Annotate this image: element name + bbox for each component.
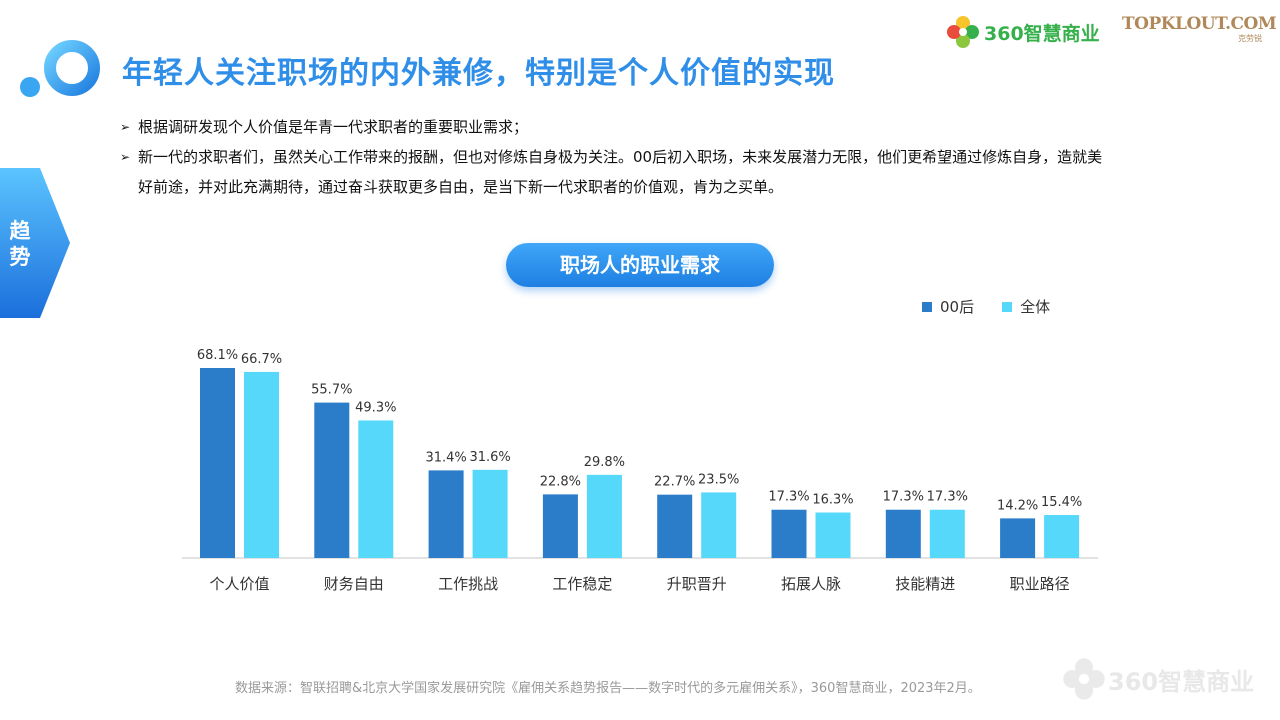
topklout-main-text: TOPKLOUT.COM xyxy=(1122,14,1277,34)
bar-quanti xyxy=(1044,515,1080,558)
data-label: 17.3% xyxy=(883,490,924,505)
bar-00hou xyxy=(542,494,578,558)
legend-label-00hou: 00后 xyxy=(940,298,975,316)
category-label: 财务自由 xyxy=(324,575,384,593)
data-label: 16.3% xyxy=(812,493,853,508)
topklout-sub-text: 克劳锐 xyxy=(1238,34,1262,43)
bullet-text: 新一代的求职者们，虽然关心工作带来的报酬，但也对修炼自身极为关注。00后初入职场… xyxy=(138,148,1103,196)
category-label: 工作稳定 xyxy=(552,575,612,593)
data-label: 49.3% xyxy=(355,400,396,415)
page-title: 年轻人关注职场的内外兼修，特别是个人价值的实现 xyxy=(122,56,835,91)
legend-swatch-quanti xyxy=(1002,301,1013,312)
data-label: 23.5% xyxy=(698,472,739,487)
legend-label-quanti: 全体 xyxy=(1020,298,1051,316)
bar-quanti xyxy=(472,469,508,558)
data-label: 14.2% xyxy=(997,498,1038,513)
category-label: 技能精进 xyxy=(895,575,955,593)
bullet-item: ➢ 根据调研发现个人价值是年青一代求职者的重要职业需求； xyxy=(120,112,1110,142)
arrow-bullet-icon: ➢ xyxy=(120,120,131,134)
flower-icon xyxy=(947,16,979,48)
data-source-note: 数据来源：智联招聘&北京大学国家发展研究院《雇佣关系趋势报告——数字时代的多元雇… xyxy=(235,681,981,696)
category-label: 拓展人脉 xyxy=(781,575,841,593)
data-label: 15.4% xyxy=(1041,495,1082,510)
watermark-360: 360智慧商业 xyxy=(1062,654,1254,704)
bar-00hou xyxy=(428,470,464,558)
brand-360-text: 360智慧商业 xyxy=(984,22,1100,45)
data-label: 17.3% xyxy=(927,490,968,505)
data-label: 22.8% xyxy=(540,474,581,489)
bar-quanti xyxy=(244,371,279,558)
bullet-item: ➢ 新一代的求职者们，虽然关心工作带来的报酬，但也对修炼自身极为关注。00后初入… xyxy=(120,142,1110,202)
chart-title-pill: 职场人的职业需求 xyxy=(506,243,774,287)
category-label: 职业路径 xyxy=(1010,575,1070,593)
data-label: 17.3% xyxy=(768,490,809,505)
data-label: 66.7% xyxy=(241,352,282,367)
bar-00hou xyxy=(885,509,921,558)
bar-quanti xyxy=(929,509,965,558)
bar-00hou xyxy=(314,402,350,558)
side-tab: 趋势 xyxy=(0,168,72,318)
bar-quanti xyxy=(701,492,737,558)
data-label: 31.6% xyxy=(469,450,510,465)
arrow-bullet-icon: ➢ xyxy=(120,150,131,164)
bullet-text: 根据调研发现个人价值是年青一代求职者的重要职业需求； xyxy=(138,118,529,136)
legend-item-quanti: 全体 xyxy=(1002,296,1050,317)
side-tab-label: 趋势 xyxy=(9,219,31,269)
legend-swatch-00hou xyxy=(922,301,932,312)
bullet-list: ➢ 根据调研发现个人价值是年青一代求职者的重要职业需求； ➢ 新一代的求职者们，… xyxy=(120,112,1110,202)
bar-00hou xyxy=(1000,518,1036,558)
brand-360-logo: 360智慧商业 xyxy=(946,14,1100,50)
side-tab-arrow-shape xyxy=(0,168,70,318)
data-label: 31.4% xyxy=(425,450,466,465)
legend-item-00hou: 00后 xyxy=(922,296,974,317)
chart-legend: 00后 全体 xyxy=(922,296,1078,317)
data-label: 55.7% xyxy=(311,383,352,398)
data-label: 22.7% xyxy=(654,475,695,490)
corner-logo-icon xyxy=(20,40,100,97)
watermark-text: 360智慧商业 xyxy=(1108,667,1255,696)
bar-quanti xyxy=(815,512,851,558)
topklout-logo: TOPKLOUT.COM 克劳锐 xyxy=(1122,14,1277,44)
category-label: 工作挑战 xyxy=(438,575,498,593)
data-label: 68.1% xyxy=(197,348,238,363)
bar-quanti xyxy=(358,420,394,558)
bar-quanti xyxy=(586,474,622,558)
category-label: 升职晋升 xyxy=(667,575,727,593)
watermark-flower-icon xyxy=(1063,658,1105,700)
data-label: 29.8% xyxy=(584,455,625,470)
category-label: 个人价值 xyxy=(209,575,269,593)
bar-00hou xyxy=(771,509,807,558)
bar-00hou xyxy=(200,368,235,558)
bar-00hou xyxy=(657,494,693,558)
